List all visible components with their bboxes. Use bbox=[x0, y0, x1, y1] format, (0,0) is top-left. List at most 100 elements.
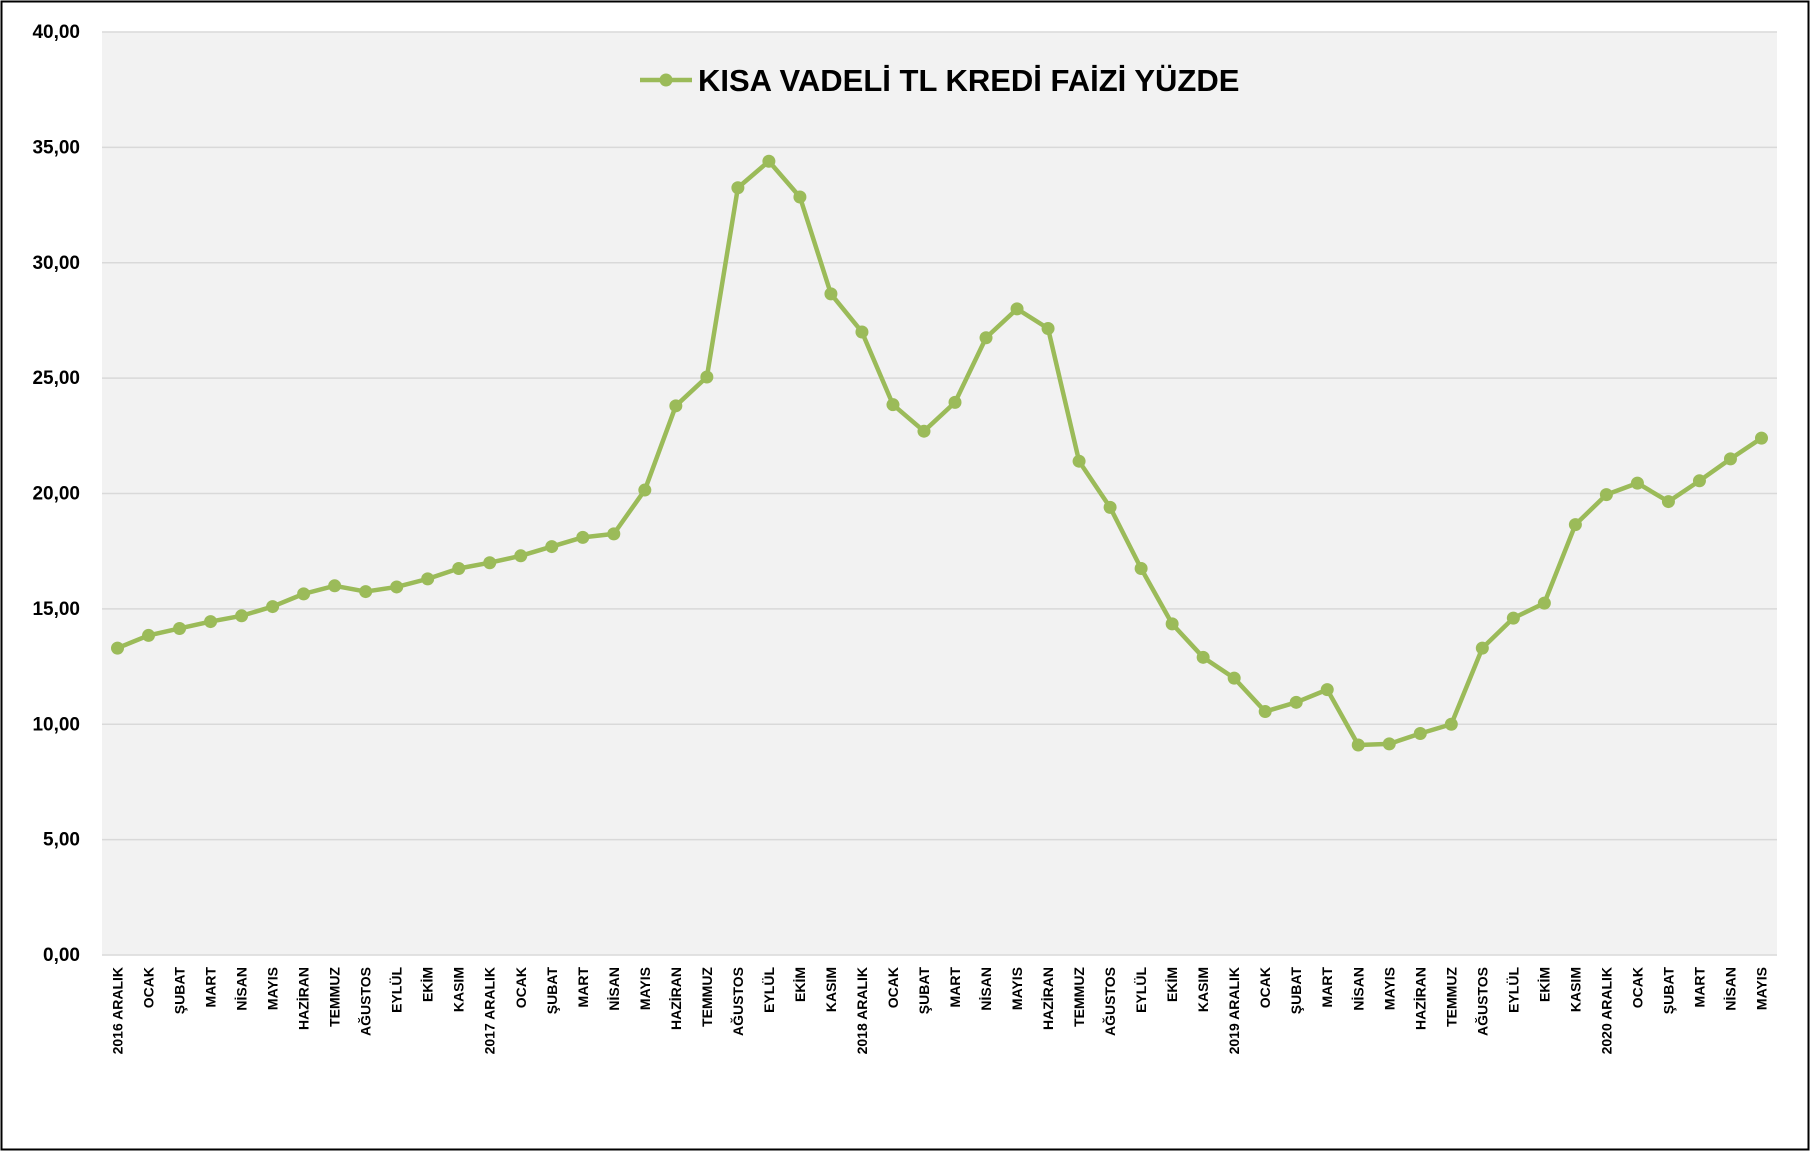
marker bbox=[1692, 474, 1706, 488]
marker bbox=[483, 556, 497, 570]
marker bbox=[1723, 452, 1737, 466]
marker bbox=[607, 527, 621, 541]
x-tick-label: KASIM bbox=[451, 967, 467, 1012]
x-tick-label: ŞUBAT bbox=[1288, 967, 1304, 1015]
marker bbox=[142, 628, 156, 642]
x-tick-label: NİSAN bbox=[1722, 967, 1738, 1011]
x-tick-label: MAYIS bbox=[1009, 967, 1025, 1010]
marker bbox=[669, 399, 683, 413]
y-tick-label: 5,00 bbox=[43, 830, 80, 851]
x-tick-label: OCAK bbox=[1629, 967, 1645, 1008]
marker bbox=[793, 190, 807, 204]
marker bbox=[948, 395, 962, 409]
marker bbox=[1351, 738, 1365, 752]
x-tick-label: NİSAN bbox=[978, 967, 994, 1011]
marker bbox=[576, 530, 590, 544]
marker bbox=[235, 609, 249, 623]
x-tick-label: MART bbox=[947, 967, 963, 1008]
x-tick-label: MART bbox=[203, 967, 219, 1008]
marker bbox=[173, 621, 187, 635]
marker bbox=[1630, 476, 1644, 490]
x-tick-label: MART bbox=[1319, 967, 1335, 1008]
y-tick-label: 0,00 bbox=[43, 945, 80, 966]
marker bbox=[545, 540, 559, 554]
x-tick-label: EKİM bbox=[792, 967, 808, 1002]
marker bbox=[266, 600, 280, 614]
marker bbox=[638, 483, 652, 497]
marker bbox=[824, 287, 838, 301]
x-tick-label: NİSAN bbox=[606, 967, 622, 1011]
x-tick-label: MAYIS bbox=[1381, 967, 1397, 1010]
x-tick-label: OCAK bbox=[885, 967, 901, 1008]
x-tick-label: NİSAN bbox=[234, 967, 250, 1011]
marker bbox=[452, 561, 466, 575]
marker bbox=[1010, 302, 1024, 316]
marker bbox=[421, 572, 435, 586]
x-tick-label: 2020 ARALIK bbox=[1598, 967, 1614, 1054]
x-tick-label: EKİM bbox=[420, 967, 436, 1002]
x-tick-label: KASIM bbox=[1567, 967, 1583, 1012]
marker bbox=[1320, 683, 1334, 697]
marker bbox=[1599, 488, 1613, 502]
marker bbox=[979, 331, 993, 345]
marker bbox=[1754, 431, 1768, 445]
x-tick-label: NİSAN bbox=[1350, 967, 1366, 1011]
x-tick-label: AĞUSTOS bbox=[1473, 967, 1490, 1036]
marker bbox=[855, 325, 869, 339]
marker bbox=[297, 587, 311, 601]
marker bbox=[762, 154, 776, 168]
marker bbox=[700, 370, 714, 384]
x-tick-label: 2019 ARALIK bbox=[1226, 967, 1242, 1054]
x-tick-label: ŞUBAT bbox=[544, 967, 560, 1015]
x-tick-label: EKİM bbox=[1536, 967, 1552, 1002]
marker bbox=[1444, 717, 1458, 731]
x-tick-label: OCAK bbox=[1257, 967, 1273, 1008]
marker bbox=[1289, 695, 1303, 709]
marker bbox=[1134, 561, 1148, 575]
x-tick-label: MAYIS bbox=[265, 967, 281, 1010]
x-tick-label: MART bbox=[1691, 967, 1707, 1008]
marker bbox=[1196, 650, 1210, 664]
x-tick-label: OCAK bbox=[513, 967, 529, 1008]
marker bbox=[390, 580, 404, 594]
marker bbox=[731, 181, 745, 195]
y-tick-label: 15,00 bbox=[32, 599, 80, 620]
marker bbox=[1475, 641, 1489, 655]
marker bbox=[886, 398, 900, 412]
x-tick-label: AĞUSTOS bbox=[357, 967, 374, 1036]
x-tick-label: 2018 ARALIK bbox=[854, 967, 870, 1054]
marker bbox=[1537, 596, 1551, 610]
marker bbox=[359, 585, 373, 599]
x-tick-label: ŞUBAT bbox=[172, 967, 188, 1015]
marker bbox=[1506, 611, 1520, 625]
x-tick-label: EYLÜL bbox=[389, 967, 405, 1013]
marker bbox=[1413, 726, 1427, 740]
x-tick-label: MART bbox=[575, 967, 591, 1008]
marker bbox=[514, 549, 528, 563]
x-tick-label: EYLÜL bbox=[761, 967, 777, 1013]
x-tick-label: OCAK bbox=[141, 967, 157, 1008]
marker bbox=[917, 424, 931, 438]
y-tick-label: 30,00 bbox=[32, 253, 80, 274]
legend-label: KISA VADELİ TL KREDİ FAİZİ YÜZDE bbox=[698, 63, 1239, 98]
x-tick-label: AĞUSTOS bbox=[1101, 967, 1118, 1036]
marker bbox=[204, 615, 218, 629]
x-tick-label: TEMMUZ bbox=[699, 967, 715, 1027]
marker bbox=[328, 579, 342, 593]
marker bbox=[1072, 454, 1086, 468]
x-tick-label: MAYIS bbox=[1753, 967, 1769, 1010]
x-tick-label: EKİM bbox=[1164, 967, 1180, 1002]
x-tick-label: 2017 ARALIK bbox=[482, 967, 498, 1054]
x-tick-label: ŞUBAT bbox=[916, 967, 932, 1015]
x-tick-label: TEMMUZ bbox=[1071, 967, 1087, 1027]
x-tick-label: 2016 ARALIK bbox=[110, 967, 126, 1054]
x-tick-label: KASIM bbox=[823, 967, 839, 1012]
marker bbox=[1258, 705, 1272, 719]
x-tick-label: HAZİRAN bbox=[1040, 967, 1056, 1030]
y-tick-label: 40,00 bbox=[32, 22, 80, 43]
marker bbox=[1041, 322, 1055, 336]
x-tick-label: ŞUBAT bbox=[1660, 967, 1676, 1015]
x-tick-label: MAYIS bbox=[637, 967, 653, 1010]
x-tick-label: TEMMUZ bbox=[1443, 967, 1459, 1027]
